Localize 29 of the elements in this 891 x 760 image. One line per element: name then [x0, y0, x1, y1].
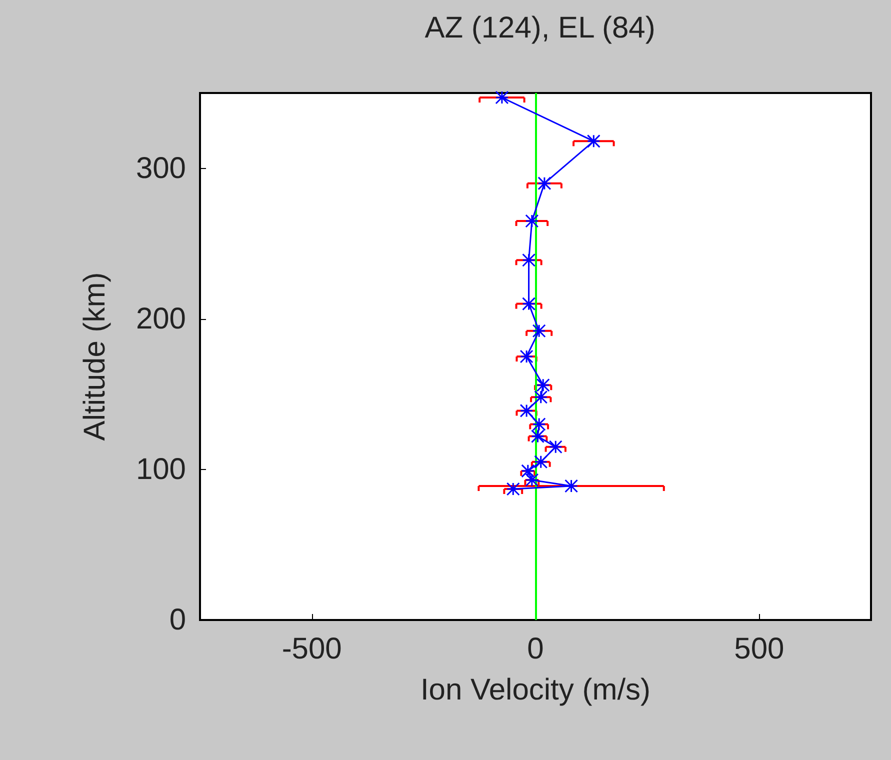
y-tick-label: 0 [169, 604, 186, 636]
point [534, 455, 548, 469]
chart-title: AZ (124), EL (84) [424, 12, 656, 44]
y-tick-label: 300 [136, 152, 186, 185]
point [532, 418, 546, 432]
point [506, 482, 520, 496]
point [525, 214, 539, 228]
point [532, 324, 546, 338]
point [525, 473, 539, 487]
point [520, 404, 534, 418]
point [534, 390, 548, 404]
point [538, 176, 552, 190]
point [564, 479, 578, 493]
point [548, 440, 562, 454]
point [521, 464, 535, 478]
point [522, 297, 536, 311]
point [520, 350, 534, 364]
x-tick-label: 0 [527, 632, 544, 666]
point [530, 430, 544, 444]
x-tick-label: -500 [282, 632, 342, 666]
y-tick-label: 100 [136, 452, 186, 486]
point [536, 378, 550, 392]
x-tick-label: 500 [734, 632, 784, 666]
x-axis-title: Ion Velocity (m/s) [420, 674, 651, 706]
y-axis-title: Altitude (km) [78, 272, 112, 441]
point [495, 90, 509, 104]
y-tick-label: 200 [136, 302, 186, 336]
point [586, 134, 600, 148]
point [522, 253, 536, 267]
